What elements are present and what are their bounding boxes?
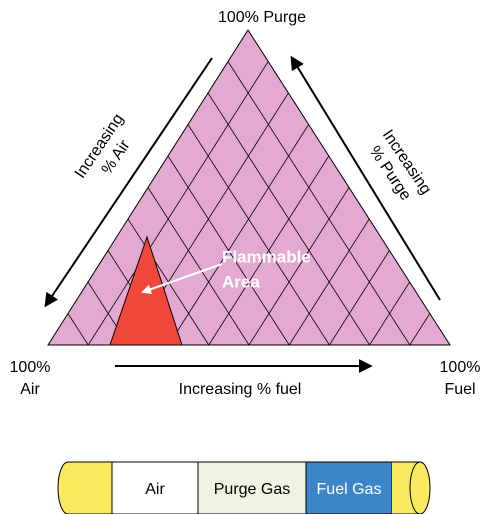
corner-label: Air: [20, 381, 40, 398]
pipe-segment-label: Air: [145, 481, 165, 498]
pipe-segment-label: Fuel Gas: [317, 481, 382, 498]
corner-label: 100%: [440, 359, 481, 376]
region-label: Flammable: [222, 247, 311, 266]
pipe: [57, 461, 431, 514]
corner-label: Fuel: [444, 381, 475, 398]
grid-line: [48, 30, 129, 345]
region-label: Area: [222, 272, 260, 291]
corner-label: 100%: [10, 359, 51, 376]
left-arrow: [44, 57, 213, 308]
grid-line: [207, 30, 411, 345]
grid-line: [48, 30, 89, 345]
grid-line: [369, 30, 450, 345]
pipe-segment-label: Purge Gas: [214, 481, 290, 498]
apex-label: 100% Purge: [218, 9, 306, 26]
region-pointer: [141, 263, 223, 295]
right-arrow: [290, 55, 441, 301]
bottom-label: Increasing % fuel: [179, 381, 302, 398]
